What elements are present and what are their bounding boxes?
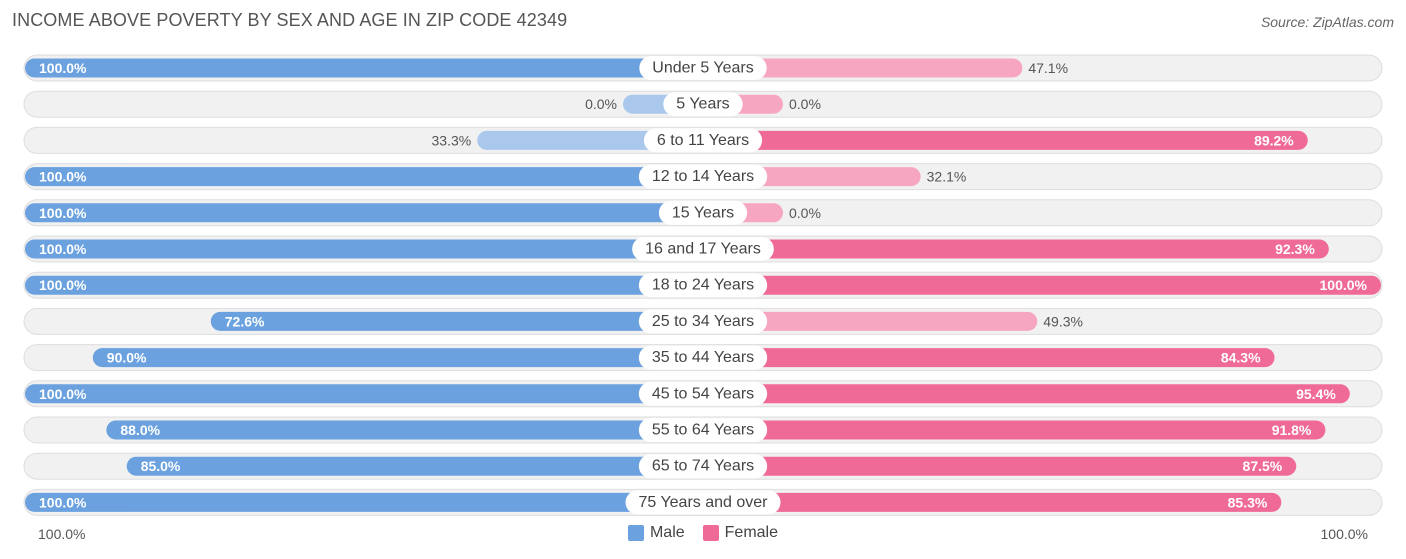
value-label-female: 92.3% xyxy=(1275,241,1315,257)
bar-male xyxy=(25,167,703,187)
value-label-male: 0.0% xyxy=(585,96,617,112)
category-pill xyxy=(658,200,748,225)
value-label-female: 84.3% xyxy=(1221,350,1261,366)
category-pill xyxy=(638,381,768,406)
category-pill xyxy=(639,56,767,80)
category-label: 55 to 64 Years xyxy=(652,422,754,439)
axis-tick-left: 100.0% xyxy=(38,526,86,542)
category-label: 65 to 74 Years xyxy=(652,458,754,475)
value-label-male: 100.0% xyxy=(39,494,87,510)
value-label-male: 88.0% xyxy=(120,422,160,438)
bar-female xyxy=(703,384,1350,404)
category-pill xyxy=(638,164,768,189)
value-label-male: 100.0% xyxy=(39,169,87,185)
category-pill xyxy=(638,454,768,479)
legend: Male Female xyxy=(0,524,1406,542)
value-label-female: 87.5% xyxy=(1243,458,1283,474)
category-pill xyxy=(638,273,768,298)
bar-female xyxy=(703,420,1326,440)
category-label: 18 to 24 Years xyxy=(652,277,754,294)
bar-female xyxy=(703,275,1381,295)
value-label-male: 100.0% xyxy=(39,277,87,293)
bar-male xyxy=(92,348,704,368)
category-label: 5 Years xyxy=(676,96,729,113)
bar-female xyxy=(703,58,1023,78)
value-label-male: 90.0% xyxy=(107,350,147,366)
category-label: 45 to 54 Years xyxy=(652,385,754,402)
value-label-female: 47.1% xyxy=(1028,60,1068,76)
bar-female xyxy=(703,492,1282,512)
bar-male xyxy=(25,203,703,223)
category-pill xyxy=(632,237,774,261)
category-label: 6 to 11 Years xyxy=(657,132,749,149)
category-pill xyxy=(638,418,768,442)
value-label-male: 100.0% xyxy=(39,60,87,76)
value-label-female: 32.1% xyxy=(927,169,967,185)
legend-swatch-male xyxy=(627,525,644,541)
category-pill xyxy=(638,309,768,334)
value-label-female: 85.3% xyxy=(1228,494,1268,510)
category-pill xyxy=(663,92,743,117)
bar-female xyxy=(703,130,1308,150)
value-label-male: 100.0% xyxy=(39,205,87,221)
category-label: 16 and 17 Years xyxy=(645,241,761,258)
value-label-female: 89.2% xyxy=(1254,132,1294,148)
category-pill xyxy=(643,128,763,153)
value-label-male: 33.3% xyxy=(432,132,472,148)
source-label: Source: ZipAtlas.com xyxy=(1260,14,1394,30)
category-label: 35 to 44 Years xyxy=(652,349,754,366)
bar-male xyxy=(126,456,703,476)
value-label-female: 100.0% xyxy=(1320,277,1368,293)
bar-female xyxy=(703,311,1038,331)
value-label-male: 100.0% xyxy=(39,241,87,257)
bar-female xyxy=(703,348,1275,368)
diverging-bar-chart: Under 5 Years 100.0% 47.1% 5 Years 0.0% 0.0% 6… xyxy=(23,54,1383,516)
legend-item-female: Female xyxy=(702,524,779,542)
chart-title: INCOME ABOVE POVERTY BY SEX AND AGE IN Z… xyxy=(12,10,568,30)
category-label: Under 5 Years xyxy=(652,60,753,77)
category-pill xyxy=(625,490,781,515)
bar-female xyxy=(703,456,1297,476)
axis-tick-right: 100.0% xyxy=(1320,526,1368,542)
value-label-female: 95.4% xyxy=(1296,386,1336,402)
legend-label-female: Female xyxy=(724,524,779,541)
value-label-male: 72.6% xyxy=(225,313,265,329)
category-label: 12 to 14 Years xyxy=(652,168,754,185)
category-label: 75 Years and over xyxy=(639,494,769,511)
value-label-female: 91.8% xyxy=(1272,422,1312,438)
bar-male xyxy=(25,384,703,404)
bar-male xyxy=(25,58,703,78)
bar-male xyxy=(106,420,704,440)
value-label-male: 100.0% xyxy=(39,386,87,402)
legend-label-male: Male xyxy=(649,524,685,541)
bar-male xyxy=(210,311,703,331)
category-pill xyxy=(638,345,768,370)
bar-male xyxy=(25,239,703,259)
bar-male xyxy=(25,492,703,512)
category-label: 25 to 34 Years xyxy=(652,313,754,330)
bar-male xyxy=(25,275,703,295)
value-label-female: 0.0% xyxy=(789,205,821,221)
legend-swatch-female xyxy=(702,525,719,541)
value-label-male: 85.0% xyxy=(141,458,181,474)
bar-female xyxy=(703,239,1329,259)
category-label: 15 Years xyxy=(672,204,734,221)
value-label-female: 49.3% xyxy=(1043,313,1083,329)
value-label-female: 0.0% xyxy=(789,96,821,112)
legend-item-male: Male xyxy=(627,524,685,542)
